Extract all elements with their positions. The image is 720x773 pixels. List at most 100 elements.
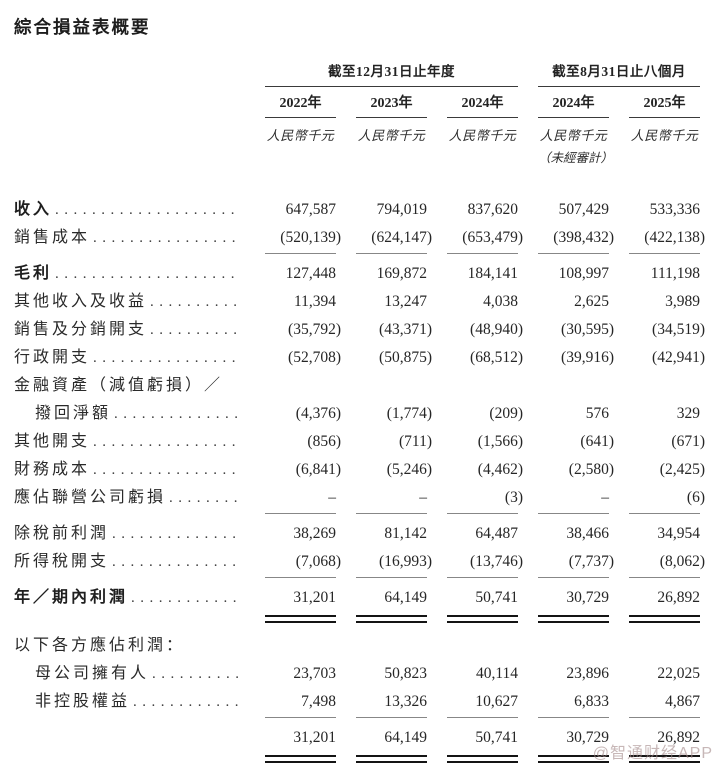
value-cell	[265, 632, 336, 660]
single-rule	[447, 577, 518, 580]
value-cell: (624,147)	[371, 229, 432, 246]
double-rule	[447, 755, 518, 763]
value-cell: 64,149	[384, 589, 427, 606]
single-rule	[538, 577, 609, 580]
table-row: 金融資產（減值虧損）／	[0, 372, 720, 400]
row-label: 銷售成本	[14, 224, 245, 252]
value-cell: 23,896	[566, 665, 609, 682]
column-header-2023: 2023年	[356, 90, 427, 118]
single-rule	[265, 577, 336, 580]
single-rule	[356, 577, 427, 580]
currency-unit-label: 人民幣千元	[539, 128, 608, 143]
value-cell: 40,114	[475, 665, 518, 682]
value-cell	[356, 372, 427, 400]
value-cell: 34,954	[657, 525, 700, 542]
table-row: 其他開支 (856) (711) (1,566) (641) (671)	[0, 428, 720, 456]
value-cell: 329	[676, 405, 700, 422]
value-cell: (6,841)	[295, 461, 341, 478]
value-cell: (50,875)	[379, 349, 432, 366]
table-row: 撥回淨額 (4,376) (1,774) (209) 576 329	[0, 400, 720, 428]
row-label-text: 撥回淨額	[35, 405, 112, 422]
row-label: 其他收入及收益	[14, 288, 245, 316]
value-cell: 794,019	[376, 201, 427, 218]
value-cell: 576	[585, 405, 609, 422]
row-label: 非控股權益	[14, 688, 245, 716]
single-rule	[538, 717, 609, 720]
value-cell: (856)	[307, 433, 341, 450]
currency-unit-label: 人民幣千元	[448, 128, 517, 143]
single-rule	[538, 253, 609, 256]
table-row: 財務成本 (6,841) (5,246) (4,462) (2,580) (2,425)	[0, 456, 720, 484]
column-group-annual: 截至12月31日止年度	[265, 60, 518, 87]
row-label-text: 銷售及分銷開支	[14, 321, 148, 338]
single-rule	[265, 513, 336, 516]
single-rule-row	[0, 717, 720, 720]
value-cell: (398,432)	[553, 229, 614, 246]
value-cell: 31,201	[293, 589, 336, 606]
single-rule	[538, 513, 609, 516]
double-rule	[629, 755, 700, 763]
value-cell	[356, 632, 427, 660]
dot-leader	[131, 584, 239, 612]
dot-leader	[114, 400, 239, 428]
row-label-text: 其他開支	[14, 433, 91, 450]
column-header-2022: 2022年	[265, 90, 336, 118]
value-cell: 184,141	[467, 265, 518, 282]
column-header-2024-8m: 2024年	[538, 90, 609, 118]
single-rule	[265, 253, 336, 256]
value-cell: 127,448	[285, 265, 336, 282]
value-cell: –	[328, 489, 336, 506]
value-cell: 38,269	[293, 525, 336, 542]
value-cell: 3,989	[665, 293, 700, 310]
column-year-row: 2022年 2023年 2024年 2024年 2025年	[0, 90, 720, 118]
value-cell: (1,774)	[386, 405, 432, 422]
row-label-text: 其他收入及收益	[14, 293, 148, 310]
value-cell: 507,429	[558, 201, 609, 218]
double-rule	[538, 615, 609, 623]
row-label: 行政開支	[14, 344, 245, 372]
table-header: 截至12月31日止年度 截至8月31日止八個月 2022年 2023年 2024…	[0, 60, 720, 166]
value-cell: 108,997	[558, 265, 609, 282]
dot-leader	[112, 548, 239, 576]
table-row: 以下各方應佔利潤：	[0, 632, 720, 660]
value-cell	[629, 632, 700, 660]
row-label: 其他開支	[14, 428, 245, 456]
row-label-text: 應佔聯營公司虧損	[14, 489, 167, 506]
value-cell: (34,519)	[652, 321, 705, 338]
single-rule	[447, 513, 518, 516]
value-cell: (52,708)	[288, 349, 341, 366]
double-rule	[629, 615, 700, 623]
value-cell: (1,566)	[477, 433, 523, 450]
double-rule	[265, 615, 336, 623]
row-label: 年／期內利潤	[14, 584, 245, 612]
column-header-2024: 2024年	[447, 90, 518, 118]
row-label-text: 以下各方應佔利潤：	[14, 637, 186, 654]
row-label-text: 財務成本	[14, 461, 91, 478]
value-cell: 7,498	[301, 693, 336, 710]
value-cell: 30,729	[566, 589, 609, 606]
value-cell: (2,425)	[659, 461, 705, 478]
row-label-text: 銷售成本	[14, 229, 91, 246]
unaudited-note: （未經審計）	[538, 151, 614, 165]
single-rule	[629, 253, 700, 256]
table-body: 收入 647,587 794,019 837,620 507,429 533,336 銷售成…	[0, 196, 720, 763]
value-cell: 4,867	[665, 693, 700, 710]
value-cell: (653,479)	[462, 229, 523, 246]
dot-leader	[150, 316, 239, 344]
table-row: 收入 647,587 794,019 837,620 507,429 533,336	[0, 196, 720, 224]
value-cell: –	[419, 489, 427, 506]
table-row: 應佔聯營公司虧損 – – (3) – (6)	[0, 484, 720, 512]
table-row: 非控股權益 7,498 13,326 10,627 6,833 4,867	[0, 688, 720, 716]
single-rule-row	[0, 513, 720, 516]
dot-leader	[55, 196, 239, 224]
value-cell	[538, 632, 609, 660]
value-cell: 22,025	[657, 665, 700, 682]
table-row: 年／期內利潤 31,201 64,149 50,741 30,729 26,892	[0, 584, 720, 612]
value-cell: (520,139)	[280, 229, 341, 246]
value-cell: 837,620	[467, 201, 518, 218]
value-cell: (5,246)	[386, 461, 432, 478]
currency-unit-label: 人民幣千元	[266, 128, 335, 143]
value-cell: 13,326	[384, 693, 427, 710]
value-cell: (7,068)	[295, 553, 341, 570]
single-rule	[447, 717, 518, 720]
